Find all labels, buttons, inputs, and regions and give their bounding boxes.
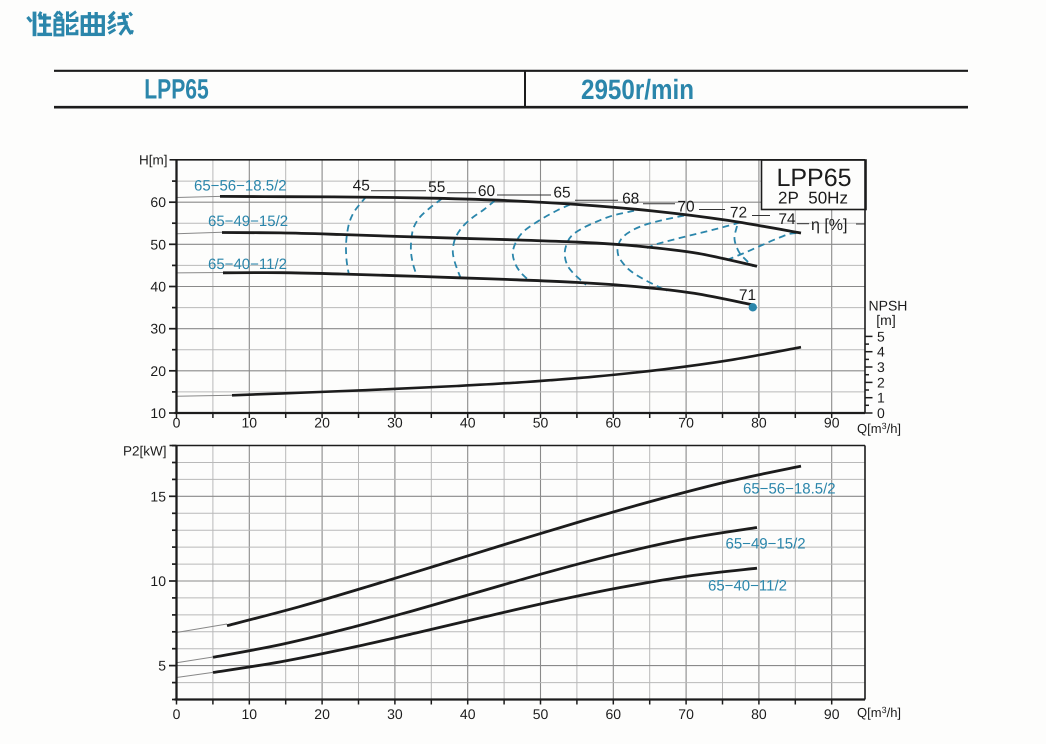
svg-text:5: 5 bbox=[158, 658, 166, 674]
svg-text:P2[kW]: P2[kW] bbox=[123, 444, 167, 459]
svg-text:45: 45 bbox=[353, 177, 370, 194]
svg-text:90: 90 bbox=[824, 706, 840, 722]
svg-text:68: 68 bbox=[622, 191, 639, 208]
svg-text:40: 40 bbox=[460, 415, 476, 431]
svg-text:5: 5 bbox=[877, 328, 885, 344]
svg-text:20: 20 bbox=[150, 363, 166, 379]
svg-text:10: 10 bbox=[150, 573, 166, 589]
svg-text:10: 10 bbox=[150, 405, 166, 421]
svg-text:80: 80 bbox=[751, 706, 767, 722]
svg-text:3: 3 bbox=[877, 359, 885, 375]
svg-text:70: 70 bbox=[678, 415, 694, 431]
svg-text:30: 30 bbox=[387, 415, 403, 431]
svg-text:0: 0 bbox=[877, 405, 885, 421]
svg-text:2P 50Hz: 2P 50Hz bbox=[778, 189, 848, 208]
svg-text:90: 90 bbox=[824, 415, 840, 431]
svg-text:2950r/min: 2950r/min bbox=[581, 74, 694, 105]
svg-text:74: 74 bbox=[778, 211, 796, 228]
svg-text:65−56−18.5/2: 65−56−18.5/2 bbox=[194, 178, 287, 195]
svg-text:20: 20 bbox=[314, 706, 330, 722]
svg-text:80: 80 bbox=[751, 415, 767, 431]
svg-text:η [%]: η [%] bbox=[811, 217, 847, 234]
svg-text:0: 0 bbox=[173, 706, 181, 722]
svg-text:15: 15 bbox=[150, 488, 166, 504]
svg-text:1: 1 bbox=[877, 390, 885, 406]
svg-text:60: 60 bbox=[606, 415, 622, 431]
svg-text:H[m]: H[m] bbox=[139, 153, 168, 168]
svg-text:50: 50 bbox=[533, 415, 549, 431]
svg-text:LPP65: LPP65 bbox=[776, 164, 851, 192]
svg-text:70: 70 bbox=[677, 199, 695, 216]
svg-text:65−56−18.5/2: 65−56−18.5/2 bbox=[743, 481, 836, 498]
svg-text:40: 40 bbox=[150, 279, 166, 295]
svg-text:20: 20 bbox=[314, 415, 330, 431]
svg-text:2: 2 bbox=[877, 374, 885, 390]
svg-text:50: 50 bbox=[150, 236, 166, 252]
svg-text:70: 70 bbox=[678, 706, 694, 722]
svg-text:50: 50 bbox=[533, 706, 549, 722]
svg-text:10: 10 bbox=[242, 415, 258, 431]
svg-text:72: 72 bbox=[730, 205, 747, 222]
svg-text:Q[m3/h]: Q[m3/h] bbox=[857, 705, 901, 720]
svg-text:71: 71 bbox=[739, 287, 756, 304]
svg-text:65−40−11/2: 65−40−11/2 bbox=[208, 256, 287, 273]
svg-text:65: 65 bbox=[553, 185, 570, 202]
svg-text:30: 30 bbox=[387, 706, 403, 722]
svg-text:NPSH: NPSH bbox=[869, 298, 908, 314]
svg-text:60: 60 bbox=[606, 706, 622, 722]
svg-text:60: 60 bbox=[478, 183, 496, 200]
svg-text:4: 4 bbox=[877, 344, 885, 360]
svg-text:65−49−15/2: 65−49−15/2 bbox=[208, 213, 288, 230]
svg-text:55: 55 bbox=[428, 179, 445, 196]
svg-text:Q[m3/h]: Q[m3/h] bbox=[857, 421, 901, 436]
svg-text:40: 40 bbox=[460, 706, 476, 722]
svg-text:65−49−15/2: 65−49−15/2 bbox=[726, 536, 806, 553]
svg-text:LPP65: LPP65 bbox=[144, 74, 209, 105]
svg-text:[m]: [m] bbox=[876, 312, 895, 328]
svg-text:30: 30 bbox=[150, 321, 166, 337]
svg-text:65−40−11/2: 65−40−11/2 bbox=[708, 578, 787, 595]
svg-text:10: 10 bbox=[242, 706, 258, 722]
svg-text:60: 60 bbox=[150, 194, 166, 210]
svg-text:0: 0 bbox=[173, 415, 181, 431]
